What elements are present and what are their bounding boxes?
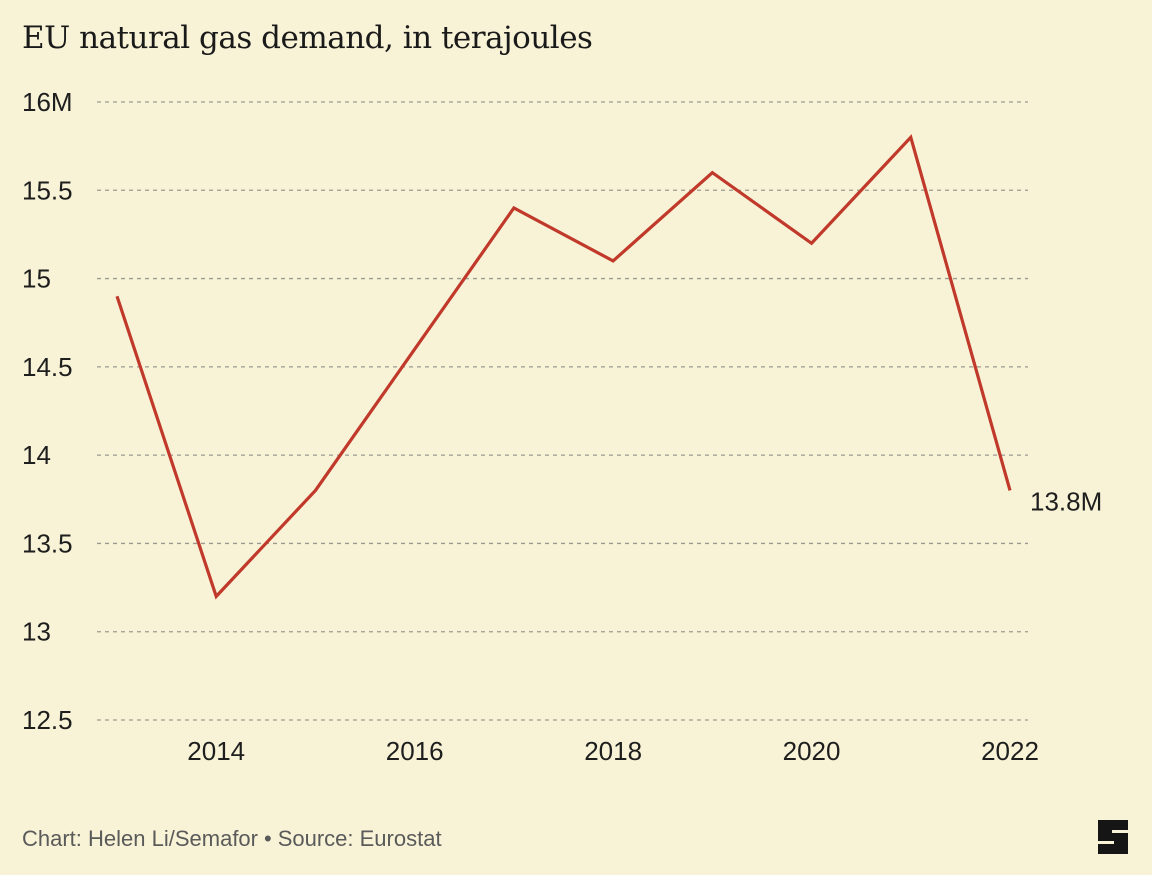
footer: Chart: Helen Li/Semafor • Source: Eurostat bbox=[22, 826, 442, 852]
semafor-s-logo-icon bbox=[1098, 820, 1128, 854]
data-series bbox=[115, 134, 1012, 600]
x-tick-label: 2018 bbox=[584, 736, 642, 766]
end-value-label: 13.8M bbox=[1030, 486, 1102, 516]
y-axis-ticks: 12.5 13 13.5 14 14.5 15 15.5 16M bbox=[22, 87, 73, 735]
y-tick-label: 12.5 bbox=[22, 705, 73, 735]
y-tick-label: 15 bbox=[22, 264, 51, 294]
y-tick-label: 13.5 bbox=[22, 528, 73, 558]
x-axis-ticks: 2014 2016 2018 2020 2022 bbox=[187, 736, 1039, 766]
x-tick-label: 2020 bbox=[783, 736, 841, 766]
x-tick-label: 2022 bbox=[981, 736, 1039, 766]
x-tick-label: 2016 bbox=[386, 736, 444, 766]
y-tick-label: 16M bbox=[22, 87, 73, 117]
y-tick-label: 14.5 bbox=[22, 352, 73, 382]
y-tick-label: 13 bbox=[22, 617, 51, 647]
x-tick-label: 2014 bbox=[187, 736, 245, 766]
chart-source: Source: Eurostat bbox=[277, 826, 442, 851]
data-labels: 13.8M bbox=[1030, 486, 1102, 516]
y-tick-label: 15.5 bbox=[22, 175, 73, 205]
series-line bbox=[115, 134, 1012, 600]
footer-separator: • bbox=[264, 826, 272, 851]
chart-title: EU natural gas demand, in terajoules bbox=[22, 20, 593, 56]
chart-credit: Chart: Helen Li/Semafor bbox=[22, 826, 258, 851]
y-tick-label: 14 bbox=[22, 440, 51, 470]
gridlines bbox=[97, 101, 1028, 721]
